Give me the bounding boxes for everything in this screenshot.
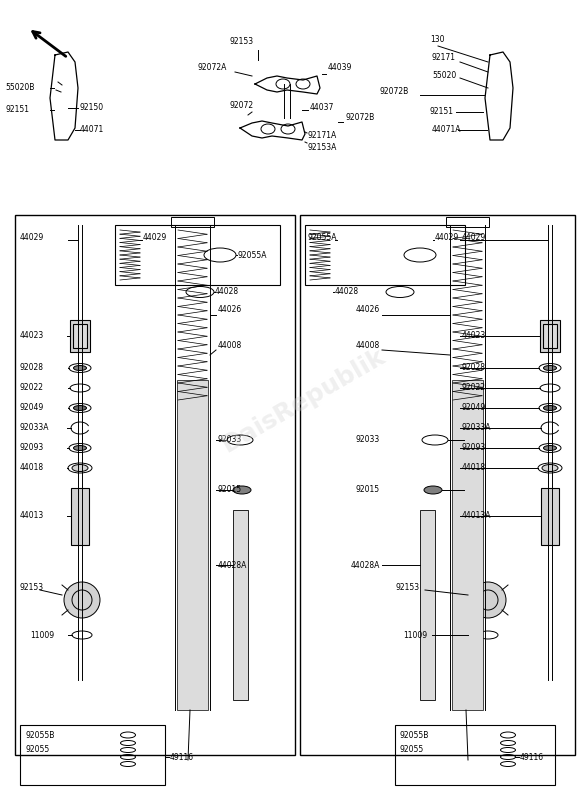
Text: 92150: 92150 — [80, 103, 104, 113]
Bar — [171, 217, 214, 227]
Ellipse shape — [74, 366, 86, 370]
Text: 44029: 44029 — [20, 233, 44, 242]
Ellipse shape — [544, 446, 557, 450]
Text: 44028: 44028 — [335, 287, 359, 297]
Text: 92055: 92055 — [25, 746, 49, 754]
Text: 92022: 92022 — [20, 383, 44, 393]
Text: 55020B: 55020B — [5, 83, 34, 93]
Text: 92072: 92072 — [230, 101, 254, 110]
Text: 92033: 92033 — [218, 435, 242, 445]
Ellipse shape — [74, 446, 86, 450]
Ellipse shape — [74, 406, 86, 410]
Bar — [73, 324, 87, 348]
Text: 44008: 44008 — [218, 341, 242, 350]
Text: 44013: 44013 — [20, 511, 44, 521]
Text: 92033A: 92033A — [462, 423, 492, 433]
Text: 130: 130 — [430, 35, 444, 45]
Text: 92055A: 92055A — [308, 234, 338, 242]
Text: 11009: 11009 — [403, 630, 427, 639]
Text: 44026: 44026 — [218, 306, 242, 314]
Text: 49116: 49116 — [520, 753, 544, 762]
Bar — [115, 225, 280, 285]
Bar — [420, 510, 435, 700]
Text: 92022: 92022 — [462, 383, 486, 393]
Text: 44028A: 44028A — [350, 561, 380, 570]
Bar — [543, 324, 557, 348]
Bar — [305, 225, 465, 285]
Ellipse shape — [424, 486, 442, 494]
Text: 92055B: 92055B — [400, 730, 429, 739]
Text: 44018: 44018 — [20, 463, 44, 473]
Bar — [71, 488, 89, 545]
Text: 92015: 92015 — [218, 486, 242, 494]
Text: 49116: 49116 — [170, 753, 194, 762]
Text: 92028: 92028 — [462, 363, 486, 373]
Text: 92015: 92015 — [356, 486, 380, 494]
Text: 92072A: 92072A — [198, 63, 227, 73]
Bar — [541, 488, 559, 545]
Text: 92153: 92153 — [230, 38, 254, 46]
Text: DaisRepublik: DaisRepublik — [218, 343, 390, 457]
Text: 11009: 11009 — [30, 630, 54, 639]
Circle shape — [470, 582, 506, 618]
Text: 44029: 44029 — [143, 234, 167, 242]
Ellipse shape — [542, 465, 558, 471]
Text: 92093: 92093 — [20, 443, 44, 453]
Text: 92028: 92028 — [20, 363, 44, 373]
Text: 92072B: 92072B — [380, 87, 409, 97]
Text: 92151: 92151 — [430, 107, 454, 117]
Text: 44028A: 44028A — [218, 561, 248, 570]
Text: 44023: 44023 — [20, 331, 44, 341]
Text: 44037: 44037 — [310, 103, 335, 113]
Text: 44029: 44029 — [435, 234, 459, 242]
Bar — [540, 320, 560, 352]
Ellipse shape — [544, 366, 557, 370]
Text: 92055B: 92055B — [25, 730, 54, 739]
Bar — [452, 380, 483, 710]
Text: 44026: 44026 — [356, 306, 380, 314]
Text: 92055A: 92055A — [237, 250, 266, 259]
Text: 92151: 92151 — [5, 106, 29, 114]
Text: 92033: 92033 — [356, 435, 380, 445]
Bar — [300, 215, 575, 755]
Text: 44039: 44039 — [328, 63, 352, 73]
Ellipse shape — [544, 406, 557, 410]
Bar — [233, 510, 248, 700]
Ellipse shape — [233, 486, 251, 494]
Bar — [395, 725, 555, 785]
Text: 44013A: 44013A — [462, 511, 492, 521]
Text: 44071A: 44071A — [432, 126, 461, 134]
Text: 44029: 44029 — [462, 233, 486, 242]
Bar — [20, 725, 165, 785]
Text: 92153A: 92153A — [308, 143, 338, 153]
Text: 92153: 92153 — [20, 583, 44, 593]
Text: 92033A: 92033A — [20, 423, 50, 433]
Text: 92153: 92153 — [395, 583, 419, 593]
Bar — [15, 215, 295, 755]
Bar — [70, 320, 90, 352]
Text: 44071: 44071 — [80, 126, 105, 134]
Text: 55020: 55020 — [432, 70, 456, 79]
Text: 92093: 92093 — [462, 443, 486, 453]
Circle shape — [64, 582, 100, 618]
Bar — [446, 217, 489, 227]
Text: 44018: 44018 — [462, 463, 486, 473]
Text: 44028: 44028 — [215, 287, 239, 297]
Text: 92055: 92055 — [400, 746, 424, 754]
Bar — [177, 380, 208, 710]
Text: 92171A: 92171A — [308, 130, 337, 139]
Ellipse shape — [72, 465, 88, 471]
Text: 92072B: 92072B — [345, 114, 374, 122]
Text: 92049: 92049 — [462, 403, 486, 413]
Text: 44023: 44023 — [462, 331, 486, 341]
Text: 92049: 92049 — [20, 403, 44, 413]
Text: 92171: 92171 — [432, 54, 456, 62]
Text: 44008: 44008 — [356, 341, 380, 350]
